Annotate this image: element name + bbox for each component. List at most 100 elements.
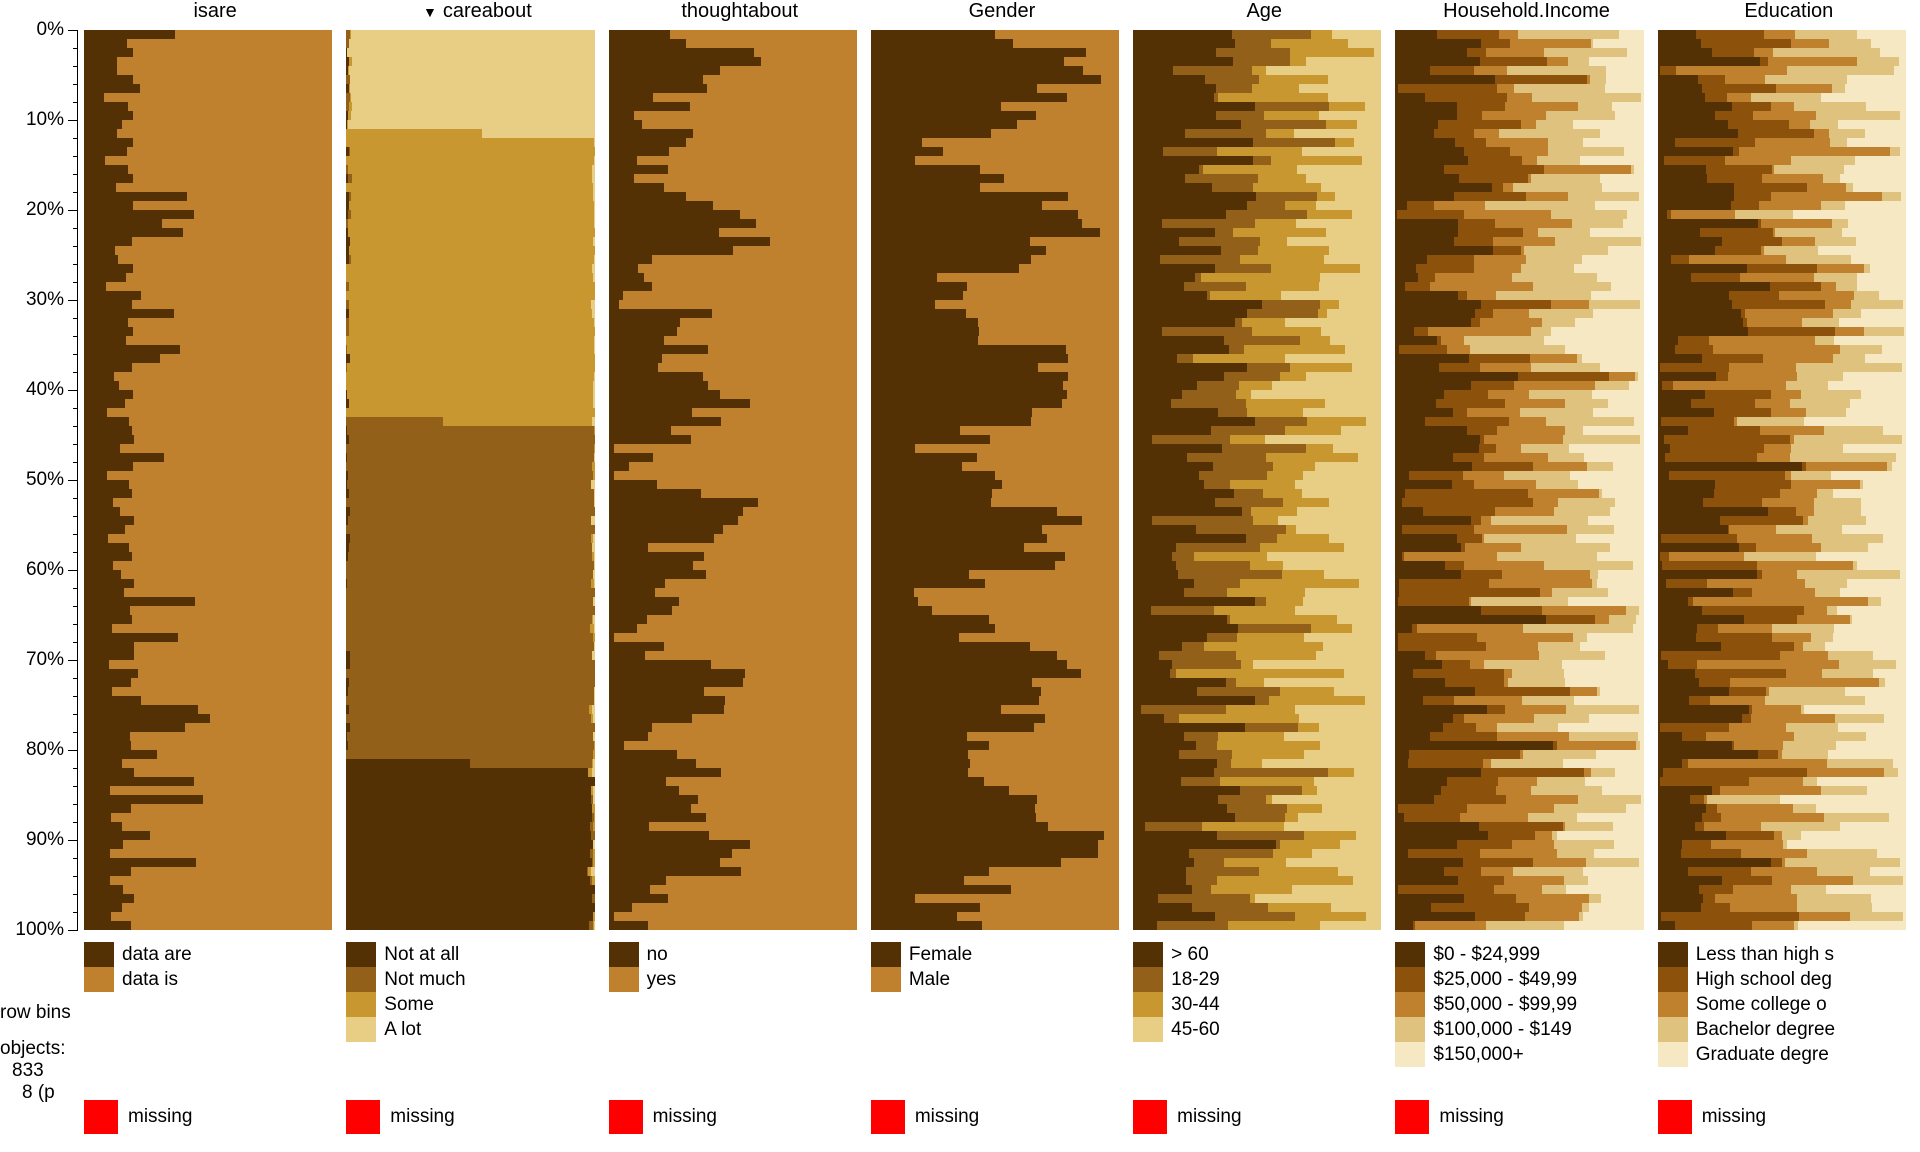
table-row [1658, 579, 1906, 588]
segment [1063, 381, 1120, 390]
segment [871, 453, 977, 462]
segment [1399, 588, 1539, 597]
segment [1747, 264, 1817, 273]
table-row [84, 840, 332, 849]
segment [1772, 876, 1853, 885]
segment [1853, 183, 1906, 192]
table-row [609, 732, 857, 741]
segment [871, 426, 960, 435]
table-row [1395, 336, 1643, 345]
column-header[interactable]: Education [1658, 0, 1920, 30]
table-row [1133, 228, 1381, 237]
segment [1537, 777, 1585, 786]
column-plot [84, 30, 332, 930]
segment [609, 876, 667, 885]
column-header[interactable]: Gender [871, 0, 1133, 30]
segment [664, 183, 857, 192]
segment [1425, 417, 1508, 426]
segment [1333, 444, 1382, 453]
segment [1568, 192, 1639, 201]
segment [871, 750, 968, 759]
table-row [871, 48, 1119, 57]
column-header[interactable]: ▼careabout [346, 0, 608, 30]
segment [1395, 471, 1409, 480]
segment [1366, 912, 1381, 921]
table-row [871, 336, 1119, 345]
segment [347, 480, 591, 489]
legend-item: $100,000 - $149 [1395, 1017, 1643, 1042]
segment [1764, 444, 1791, 453]
segment [1255, 696, 1269, 705]
segment [1542, 606, 1626, 615]
segment [1785, 858, 1900, 867]
table-row [609, 723, 857, 732]
table-row [346, 561, 594, 570]
table-row [609, 264, 857, 273]
missing-legend: missing [84, 1100, 332, 1134]
segment [871, 111, 1036, 120]
column-header[interactable]: thoughtabout [609, 0, 871, 30]
legend-item: A lot [346, 1017, 594, 1042]
table-row [1133, 201, 1381, 210]
segment [1300, 336, 1330, 345]
table-row [84, 318, 332, 327]
segment [1415, 921, 1485, 930]
segment [609, 363, 658, 372]
segment [346, 822, 590, 831]
segment [1467, 48, 1486, 57]
segment [1395, 795, 1433, 804]
segment [123, 840, 333, 849]
segment [979, 327, 1119, 336]
segment [1133, 93, 1214, 102]
segment [1690, 795, 1703, 804]
segment [1329, 102, 1365, 111]
segment [1098, 849, 1119, 858]
segment [1557, 831, 1644, 840]
table-row [1395, 597, 1643, 606]
segment [915, 444, 1119, 453]
segment [1457, 102, 1505, 111]
segment [1799, 912, 1850, 921]
segment [1833, 309, 1860, 318]
table-row [871, 93, 1119, 102]
segment [1873, 651, 1906, 660]
segment [691, 804, 857, 813]
segment [1882, 345, 1906, 354]
segment [1597, 273, 1644, 282]
segment [871, 84, 1037, 93]
segment [1133, 795, 1218, 804]
segment [1133, 750, 1179, 759]
table-row [1133, 651, 1381, 660]
segment [346, 633, 593, 642]
segment [1395, 651, 1424, 660]
segment [1474, 480, 1536, 489]
segment [1863, 480, 1906, 489]
segment [1824, 813, 1890, 822]
table-row [346, 363, 594, 372]
segment [623, 291, 857, 300]
table-row [1133, 525, 1381, 534]
table-row [1658, 336, 1906, 345]
table-row [871, 120, 1119, 129]
segment [1804, 705, 1906, 714]
segment [150, 831, 333, 840]
table-row [84, 570, 332, 579]
segment [668, 894, 857, 903]
segment [1804, 417, 1906, 426]
segment [609, 831, 710, 840]
segment [609, 165, 669, 174]
segment [1402, 498, 1533, 507]
column-header[interactable]: isare [84, 0, 346, 30]
column-title: thoughtabout [681, 0, 798, 22]
column-header[interactable]: Household.Income [1395, 0, 1657, 30]
segment [1133, 372, 1224, 381]
segment [1751, 714, 1835, 723]
table-row [84, 489, 332, 498]
segment [670, 30, 857, 39]
segment [1658, 39, 1701, 48]
segment [1493, 246, 1521, 255]
column-header[interactable]: Age [1133, 0, 1395, 30]
segment [609, 489, 702, 498]
segment [1447, 345, 1469, 354]
segment [346, 561, 594, 570]
